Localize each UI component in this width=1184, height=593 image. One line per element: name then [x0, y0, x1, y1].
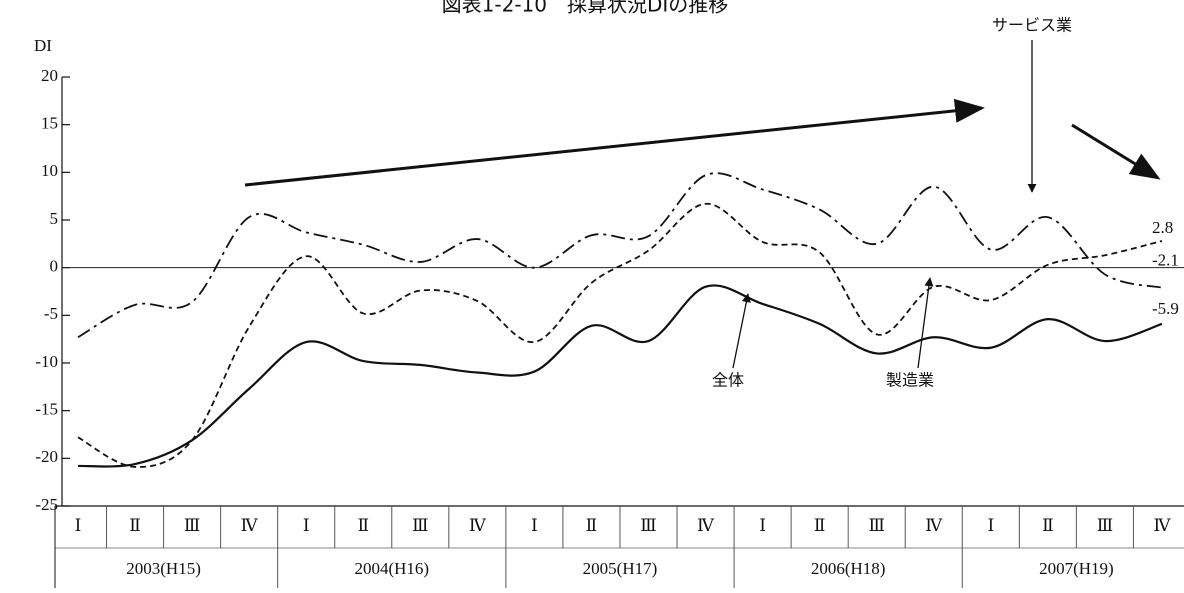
- y-axis-label: DI: [34, 36, 52, 55]
- year-label: 2006(H18): [811, 559, 886, 578]
- x-tick-label: Ⅳ: [697, 516, 715, 535]
- series-line: [77, 202, 1163, 468]
- end-value-label: 2.8: [1152, 218, 1173, 237]
- series-line: [77, 284, 1163, 468]
- trend-arrow: [244, 98, 985, 187]
- x-tick-label: Ⅲ: [640, 516, 656, 535]
- annotation: サービス業: [992, 16, 1072, 35]
- x-tick-label: Ⅰ: [303, 516, 310, 535]
- year-label: 2004(H16): [354, 559, 429, 578]
- y-tick-label: 20: [41, 66, 58, 85]
- series-line: [77, 172, 1163, 339]
- annotation: 製造業: [886, 371, 934, 390]
- x-tick-label: Ⅳ: [241, 516, 259, 535]
- y-tick-label: 10: [41, 161, 58, 180]
- x-tick-label: Ⅲ: [184, 516, 200, 535]
- x-tick-label: Ⅱ: [814, 516, 826, 535]
- x-tick-label: Ⅳ: [925, 516, 943, 535]
- x-tick-label: Ⅰ: [531, 516, 538, 535]
- y-tick-label: 5: [50, 209, 59, 228]
- x-tick-label: Ⅰ: [759, 516, 766, 535]
- trend-arrow: [1071, 123, 1161, 180]
- x-tick-label: Ⅳ: [469, 516, 487, 535]
- y-tick-label: -20: [35, 447, 58, 466]
- x-tick-label: Ⅱ: [1042, 516, 1054, 535]
- x-tick-label: Ⅰ: [75, 516, 82, 535]
- x-tick-label: Ⅱ: [586, 516, 598, 535]
- x-tick-label: Ⅲ: [1097, 516, 1113, 535]
- x-tick-label: Ⅱ: [357, 516, 369, 535]
- annotation: 全体: [712, 371, 744, 390]
- x-tick-label: Ⅰ: [987, 516, 994, 535]
- year-label: 2007(H19): [1039, 559, 1114, 578]
- y-tick-label: 0: [50, 257, 59, 276]
- x-tick-label: Ⅱ: [129, 516, 141, 535]
- x-tick-label: Ⅲ: [868, 516, 884, 535]
- annotation-arrow: [917, 277, 934, 369]
- x-tick-label: Ⅳ: [1153, 516, 1171, 535]
- end-value-label: -5.9: [1152, 299, 1179, 318]
- end-value-label: -2.1: [1152, 251, 1179, 270]
- year-label: 2003(H15): [126, 559, 201, 578]
- year-label: 2005(H17): [583, 559, 658, 578]
- y-tick-label: -10: [35, 352, 58, 371]
- x-tick-label: Ⅲ: [412, 516, 428, 535]
- y-tick-label: -25: [35, 495, 58, 514]
- y-tick-label: -15: [35, 400, 58, 419]
- y-tick-label: -5: [44, 304, 58, 323]
- chart-title: 図表1-2-10 採算状況DIの推移: [442, 0, 729, 17]
- y-tick-label: 15: [41, 114, 58, 133]
- annotation-arrow: [732, 293, 751, 369]
